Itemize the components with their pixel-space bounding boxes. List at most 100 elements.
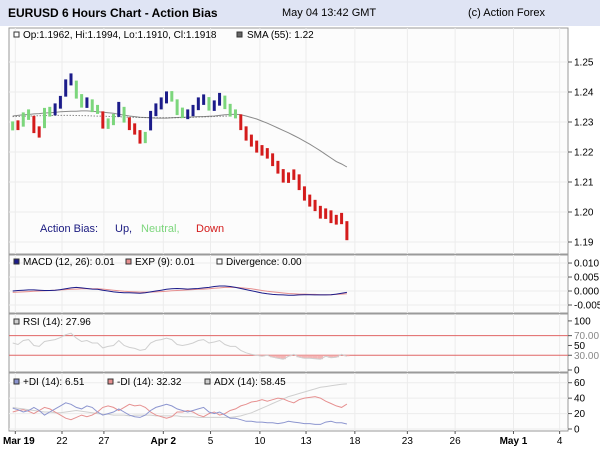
adx-line [12,383,347,418]
macd-gridlines [9,255,568,313]
x-axis: Mar 19 22 27 Apr 2 5 10 13 18 23 26 May 1 4 [3,431,563,447]
price-yaxis: 1.25 1.24 1.23 1.22 1.21 1.20 1.19 [568,58,594,249]
divergence-legend-label: Divergence: 0.00 [226,257,302,268]
divergence-legend-swatch [216,258,223,265]
dmi-gridlines [9,373,568,431]
y-tick-label: -0.005 [574,301,600,312]
ohlc-legend-swatch [13,31,20,38]
rsi-oversold-fill [323,355,329,357]
rsi-oversold-fill [328,355,334,358]
y-tick-label: 70.00 [574,331,599,342]
action-bias-down: Down [196,223,224,235]
rsi-oversold-fill [269,355,276,358]
y-tick-label: 0.005 [574,273,599,284]
rsi-oversold-fill [296,355,302,358]
price-candles [11,73,349,241]
x-tick-label: Mar 19 [3,436,35,447]
x-tick-label: May 1 [500,436,528,447]
y-tick-label: 0.010 [574,259,599,270]
x-tick-label: 10 [254,436,266,447]
dmi-lines [12,383,348,425]
rsi-oversold-fill [301,355,308,359]
y-tick-label: 1.24 [574,88,594,99]
x-tick-label: 5 [208,436,214,447]
adx-legend-label: ADX (14): 58.45 [214,377,286,388]
rsi-legend: RSI (14): 27.96 [13,317,91,328]
macd-line [12,285,347,296]
x-tick-label: Apr 2 [151,436,177,447]
exp-legend-swatch [125,258,132,265]
x-tick-label: 13 [300,436,312,447]
x-tick-label: 26 [450,436,462,447]
y-tick-label: 100 [574,316,591,327]
x-tick-label: 23 [402,436,414,447]
y-tick-label: 0 [574,366,580,377]
y-tick-label: 1.20 [574,208,594,219]
chart-copyright: (c) Action Forex [468,7,546,19]
price-legend: Op:1.1962, Hi:1.1994, Lo:1.1910, Cl:1.19… [13,30,314,41]
action-bias-neutral: Neutral, [141,223,180,235]
dmi-panel [8,372,569,432]
di-minus-legend-swatch [107,378,114,385]
action-bias-up: Up, [115,223,132,235]
x-tick-label: 4 [557,436,563,447]
rsi-oversold-fill [280,355,286,360]
exp-line [12,286,347,296]
di-plus-legend-label: +DI (14): 6.51 [23,377,85,388]
sma-legend: SMA (55): 1.22 [247,30,314,41]
y-tick-label: 1.23 [574,118,594,129]
rsi-legend-label: RSI (14): 27.96 [23,317,91,328]
macd-lines [12,285,347,296]
sma-line-path [12,110,348,168]
x-tick-label: 22 [56,436,68,447]
rsi-lines [12,332,350,360]
y-tick-label: 0 [574,425,580,436]
rsi-oversold-fill [307,355,313,359]
di-plus-line [12,402,348,425]
macd-legend: MACD (12, 26): 0.01 EXP (9): 0.01 Diverg… [13,257,302,268]
y-tick-label: 40 [574,394,586,405]
y-tick-label: 1.22 [574,148,594,159]
rsi-gridlines [9,314,568,372]
macd-legend-label: MACD (12, 26): 0.01 [23,257,115,268]
di-minus-line [12,396,348,421]
y-tick-label: 1.19 [574,238,594,249]
x-tick-label: 18 [349,436,361,447]
macd-panel [8,254,569,314]
di-minus-legend-label: -DI (14): 32.32 [117,377,182,388]
chart-title: EURUSD 6 Hours Chart - Action Bias [8,6,218,20]
adx-legend-swatch [204,378,211,385]
rsi-oversold-fill [333,355,339,358]
y-tick-label: 1.25 [574,58,594,69]
rsi-panel [8,313,569,373]
rsi-line [12,332,348,360]
macd-legend-swatch [13,258,20,265]
rsi-oversold-fill [317,355,324,360]
y-tick-label: 60 [574,378,586,389]
chart-header: EURUSD 6 Hours Chart - Action Bias May 0… [0,0,600,26]
price-panel [8,27,569,255]
y-tick-label: 0.000 [574,287,599,298]
rsi-legend-swatch [13,318,20,325]
chart-datetime: May 04 13:42 GMT [282,7,377,19]
rsi-oversold-fill [259,355,265,357]
dmi-legend: +DI (14): 6.51 -DI (14): 32.32 ADX (14):… [13,377,286,388]
action-bias-label: Action Bias: [40,223,98,235]
dmi-yaxis: 60 40 20 0 [568,378,586,436]
rsi-oversold-fill [312,355,318,359]
y-tick-label: 20 [574,409,586,420]
di-plus-legend-swatch [13,378,20,385]
rsi-oversold-fill [275,355,281,359]
y-tick-label: 30.00 [574,351,599,362]
macd-yaxis: 0.010 0.005 0.000 -0.005 [568,259,600,312]
action-bias-legend: Action Bias: Up, Neutral, Down [40,223,224,235]
y-tick-label: 1.21 [574,178,594,189]
exp-legend-label: EXP (9): 0.01 [135,257,195,268]
sma-legend-swatch [236,31,243,38]
x-tick-label: 27 [98,436,110,447]
ohlc-legend: Op:1.1962, Hi:1.1994, Lo:1.1910, Cl:1.19… [23,30,217,41]
y-tick-label: 50 [574,341,586,352]
